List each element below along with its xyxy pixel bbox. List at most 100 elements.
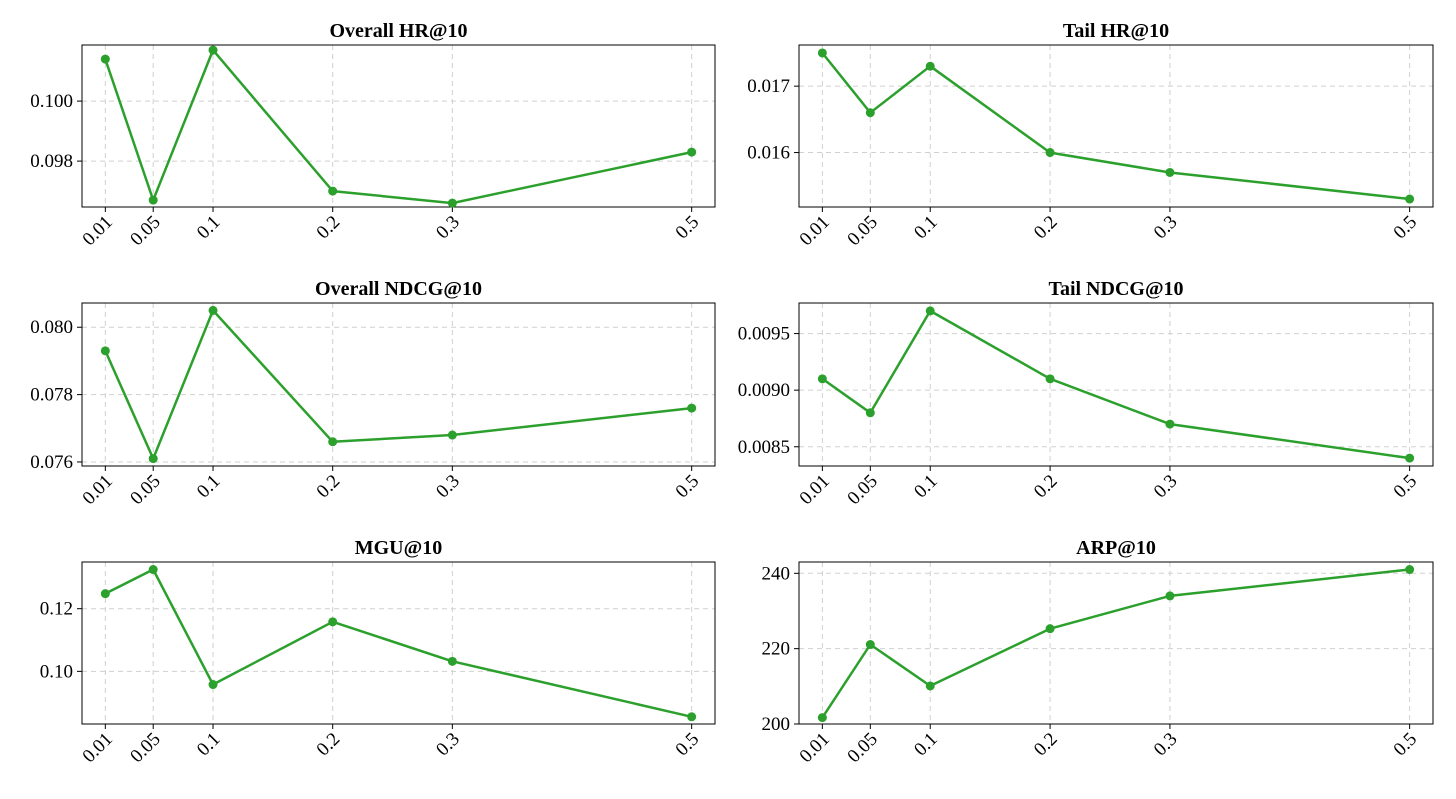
series-line (821, 52, 1410, 201)
data-point (865, 640, 875, 650)
chart-title: Tail HR@10 (1063, 20, 1169, 42)
x-tick-label: 0.1 (193, 471, 225, 503)
x-tick-label: 0.2 (1030, 471, 1062, 503)
data-point (817, 48, 827, 58)
chart-title: Overall NDCG@10 (315, 278, 482, 300)
data-point (1165, 419, 1175, 429)
y-tick-label: 0.0085 (738, 437, 790, 458)
x-tick-label: 0.2 (1030, 212, 1062, 244)
x-tick-label: 0.3 (432, 729, 464, 761)
y-tick-label: 0.12 (40, 599, 73, 620)
data-point (687, 147, 697, 157)
x-tick-label: 0.2 (313, 212, 345, 244)
data-point (328, 186, 338, 196)
x-tick-label: 0.5 (1390, 729, 1422, 761)
x-tick-label: 0.3 (1150, 471, 1182, 503)
x-tick-label: 0.2 (313, 729, 345, 761)
data-point (925, 61, 935, 71)
series-line (104, 48, 692, 205)
plot-frame (81, 561, 716, 725)
x-tick-label: 0.01 (79, 471, 117, 509)
x-tick-label: 0.01 (796, 471, 834, 509)
data-point (148, 454, 158, 464)
y-tick-label: 0.076 (30, 452, 73, 473)
y-tick-label: 0.017 (747, 76, 790, 97)
data-point (208, 305, 218, 315)
x-tick-label: 0.01 (79, 212, 117, 250)
x-tick-label: 0.5 (1390, 471, 1422, 503)
x-tick-label: 0.5 (672, 471, 704, 503)
data-point (447, 430, 457, 440)
data-point (1045, 148, 1055, 158)
data-point (817, 713, 827, 723)
x-tick-label: 0.1 (193, 212, 225, 244)
plot-frame (81, 44, 716, 208)
data-point (328, 617, 338, 627)
x-tick-label: 0.01 (796, 212, 834, 250)
y-tick-label: 0.016 (747, 143, 790, 164)
chart-panel: Tail NDCG@10 0.0085 0.0090 0.0095 0.01 0.05 0.… (738, 278, 1434, 509)
chart-panel: Overall HR@10 0.098 0.100 0.01 0.05 0.1 0.2 0.3… (30, 20, 716, 250)
plot-frame (81, 302, 716, 467)
data-point (148, 195, 158, 205)
chart-title: MGU@10 (355, 537, 442, 559)
data-point (1405, 565, 1415, 575)
series-line (821, 568, 1410, 719)
x-tick-label: 0.1 (910, 212, 942, 244)
x-tick-label: 0.05 (843, 212, 881, 250)
y-tick-label: 0.078 (30, 385, 73, 406)
x-tick-label: 0.5 (672, 729, 704, 761)
y-tick-label: 240 (762, 563, 791, 584)
data-point (687, 712, 697, 722)
x-tick-label: 0.3 (432, 471, 464, 503)
data-point (447, 198, 457, 208)
plot-frame (798, 561, 1434, 725)
plot-frame (798, 44, 1434, 208)
x-tick-label: 0.01 (796, 729, 834, 767)
y-tick-label: 0.080 (30, 317, 73, 338)
y-tick-label: 0.0090 (738, 380, 790, 401)
chart-panel: ARP@10 200 220 240 0.01 0.05 0.1 0.2 0.3 0.5 (762, 537, 1434, 767)
x-tick-label: 0.5 (1390, 212, 1422, 244)
data-point (1045, 624, 1055, 634)
x-tick-label: 0.5 (672, 212, 704, 244)
x-tick-label: 0.1 (910, 471, 942, 503)
x-tick-label: 0.1 (910, 729, 942, 761)
data-point (1165, 167, 1175, 177)
data-point (328, 437, 338, 447)
x-tick-label: 0.2 (313, 471, 345, 503)
x-tick-label: 0.3 (432, 212, 464, 244)
chart-title: ARP@10 (1076, 537, 1156, 559)
x-tick-label: 0.05 (126, 729, 164, 767)
data-point (925, 681, 935, 691)
data-point (100, 589, 110, 599)
x-tick-label: 0.05 (126, 471, 164, 509)
y-tick-label: 0.0095 (738, 324, 790, 345)
y-tick-label: 0.098 (30, 151, 73, 172)
chart-panel: Overall NDCG@10 0.076 0.078 0.080 0.01 0.05 0.… (30, 278, 716, 509)
chart-panel: Tail HR@10 0.016 0.017 0.01 0.05 0.1 0.2 0.3 0.5 (747, 20, 1434, 250)
data-point (1405, 194, 1415, 204)
x-tick-label: 0.01 (79, 729, 117, 767)
data-point (817, 374, 827, 384)
data-point (865, 408, 875, 418)
plot-frame (798, 302, 1434, 467)
data-point (1165, 591, 1175, 601)
x-tick-label: 0.05 (126, 212, 164, 250)
x-tick-label: 0.05 (843, 729, 881, 767)
chart-panel: MGU@10 0.10 0.12 0.01 0.05 0.1 0.2 0.3 0.5 (40, 537, 716, 767)
data-point (447, 656, 457, 666)
x-tick-label: 0.2 (1030, 729, 1062, 761)
series-line (821, 309, 1410, 460)
y-tick-label: 220 (762, 639, 791, 660)
data-point (148, 565, 158, 575)
y-tick-label: 0.10 (40, 661, 73, 682)
series-line (104, 309, 692, 460)
data-point (687, 403, 697, 413)
x-tick-label: 0.05 (843, 471, 881, 509)
data-point (208, 45, 218, 55)
y-tick-label: 0.100 (30, 91, 73, 112)
x-tick-label: 0.3 (1150, 729, 1182, 761)
data-point (100, 346, 110, 356)
